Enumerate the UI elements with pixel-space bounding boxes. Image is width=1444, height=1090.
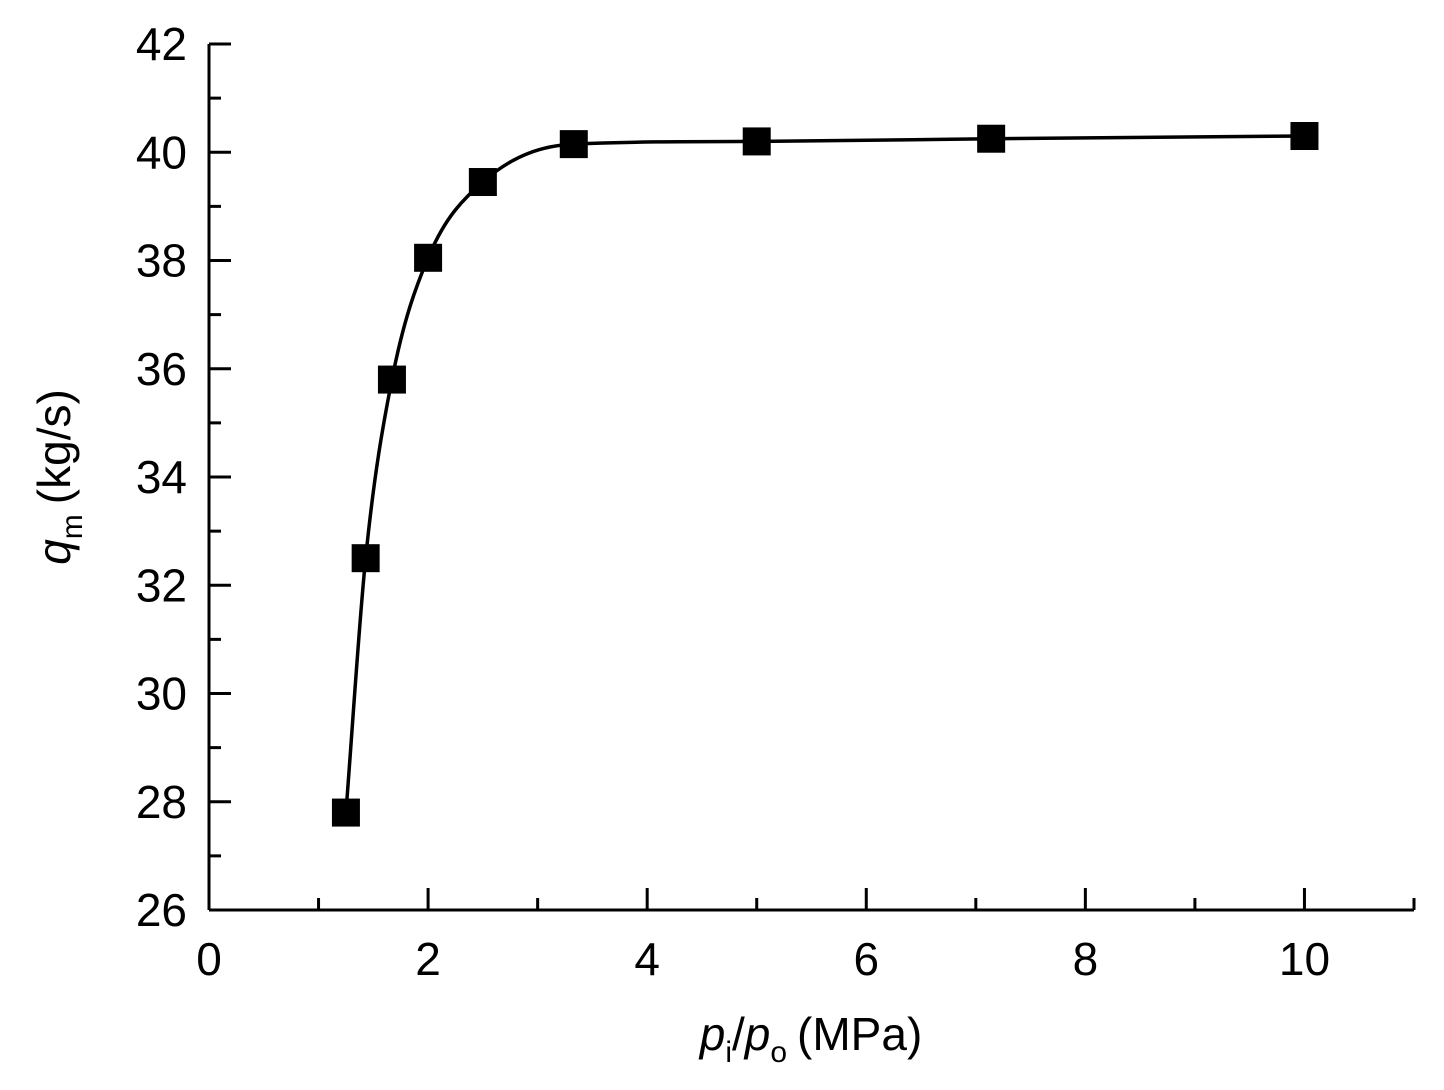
x-tick-label: 2: [415, 933, 441, 985]
x-ticks: [207, 888, 1416, 910]
y-tick-label: 38: [136, 235, 187, 287]
data-point-marker: [331, 798, 360, 827]
y-tick-label: 30: [136, 668, 187, 720]
series-markers: [331, 122, 1319, 827]
x-title-var1: p: [698, 1008, 726, 1060]
data-point-marker: [742, 127, 771, 156]
x-title-sub2: o: [770, 1036, 787, 1069]
data-point-marker: [468, 168, 497, 197]
x-tick-label: 8: [1073, 933, 1099, 985]
series-lines: [344, 134, 1305, 813]
y-tick-label: 36: [136, 343, 187, 395]
y-title-sub: m: [56, 514, 89, 539]
x-tick-label: 10: [1279, 933, 1330, 985]
x-title-sub1: i: [725, 1036, 732, 1069]
x-title-var2: p: [743, 1008, 771, 1060]
x-title-unit: (MPa): [797, 1008, 922, 1060]
data-point-marker: [977, 124, 1006, 153]
plot-area: 0 2 4 6 8 10 26 28 30 32 34 36 38 40 42: [136, 18, 1416, 985]
y-axis-title: qm (kg/s): [28, 389, 89, 565]
x-tick-label: 4: [634, 933, 660, 985]
x-tick-label: 6: [853, 933, 879, 985]
x-tick-labels: 0 2 4 6 8 10: [196, 933, 1330, 985]
x-axis-title: pi/po (MPa): [698, 1008, 923, 1069]
data-point-marker: [1290, 122, 1319, 151]
data-point-marker: [559, 130, 588, 159]
y-ticks: [209, 42, 231, 912]
y-tick-labels: 26 28 30 32 34 36 38 40 42: [136, 18, 187, 936]
y-tick-label: 28: [136, 776, 187, 828]
y-tick-label: 26: [136, 884, 187, 936]
y-title-unit: (kg/s): [28, 389, 80, 504]
x-title-sep: /: [732, 1008, 745, 1060]
series-line: [344, 134, 1305, 813]
y-tick-label: 32: [136, 559, 187, 611]
data-point-marker: [351, 544, 380, 573]
y-tick-label: 40: [136, 126, 187, 178]
y-title-var: q: [28, 539, 80, 565]
data-point-marker: [414, 243, 443, 272]
x-tick-label: 0: [196, 933, 222, 985]
data-point-marker: [377, 365, 406, 394]
y-tick-label: 34: [136, 451, 187, 503]
y-tick-label: 42: [136, 18, 187, 70]
